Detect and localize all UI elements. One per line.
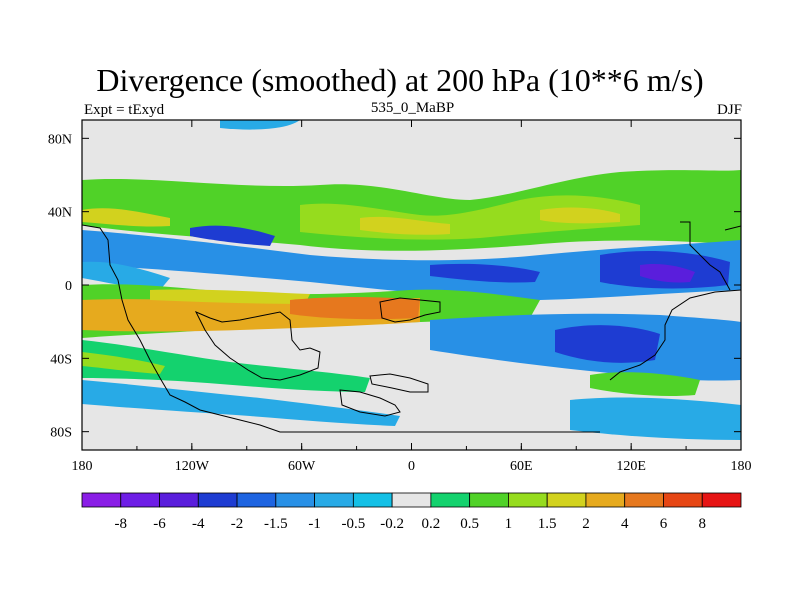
band-equator-red	[290, 297, 420, 320]
y-tick-label: 40S	[50, 352, 72, 367]
y-tick-label: 40N	[48, 206, 72, 221]
coast-south-america	[194, 311, 321, 381]
colorbar-swatch	[275, 492, 315, 508]
chart-title: Divergence (smoothed) at 200 hPa (10**6 …	[96, 62, 704, 98]
colorbar-swatch	[236, 492, 277, 508]
colorbar-label: -2	[231, 516, 244, 532]
y-tick-label: 0	[65, 279, 72, 294]
colorbar-label: 2	[582, 516, 590, 532]
colorbar-label: -4	[192, 516, 205, 532]
colorbar-swatch	[469, 492, 509, 508]
coast-asia-east	[724, 225, 741, 231]
coast-africa	[379, 297, 441, 323]
colorbar-swatch	[508, 492, 548, 508]
colorbar: -8 -6 -4 -2 -1.5 -1 -0.5 -0.2 0.2 0.5 1 1.5 2 4 6 8	[81, 492, 742, 532]
contour-field	[82, 120, 741, 450]
band-sp-cyan	[82, 380, 400, 426]
x-tick-label: 180	[731, 459, 752, 474]
band-cyan-west	[82, 261, 170, 290]
colorbar-swatch	[314, 492, 354, 508]
y-axis: 80N 40N 0 40S 80S	[48, 132, 741, 441]
coast-asia	[680, 221, 731, 291]
subtitle-right: DJF	[716, 102, 742, 118]
colorbar-label: 0.5	[460, 516, 479, 532]
band-equator-yellow	[150, 289, 310, 304]
band-southeast-cyan	[570, 397, 741, 440]
colorbar-swatch	[197, 492, 238, 508]
colorbar-label: -6	[153, 516, 166, 532]
band-south-darkblue	[555, 325, 660, 363]
colorbar-label: 0.2	[422, 516, 441, 532]
band-sp-lightgreen	[82, 352, 165, 374]
band-purple	[640, 263, 695, 283]
colorbar-label: 4	[621, 516, 629, 532]
colorbar-swatch	[81, 492, 122, 508]
colorbar-label: -8	[115, 516, 128, 532]
y-tick-label: 80N	[48, 132, 72, 147]
band-sp-green	[82, 340, 370, 392]
colorbar-swatch	[624, 492, 664, 508]
x-tick-label: 60W	[288, 459, 316, 474]
colorbar-label: -1.5	[264, 516, 288, 532]
colorbar-swatch	[701, 492, 742, 508]
coastlines	[82, 221, 741, 433]
x-tick-label: 120W	[175, 459, 210, 474]
colorbar-label: 1	[505, 516, 513, 532]
coast-islands	[369, 373, 429, 393]
colorbar-label: 8	[698, 516, 706, 532]
y-tick-label: 80S	[50, 426, 72, 441]
band-blue-dark	[190, 225, 275, 246]
band-north-yellow3	[82, 208, 170, 227]
x-tick-label: 120E	[616, 459, 646, 474]
subtitle-left: Expt = tExyd	[84, 102, 165, 118]
band-north-top-cyan	[220, 120, 300, 130]
colorbar-swatch	[159, 492, 199, 508]
coast-americas	[82, 224, 600, 433]
x-axis: 180 120W 60W 0 60E 120E 180	[72, 120, 752, 474]
band-blue	[82, 230, 741, 300]
colorbar-swatch	[120, 492, 160, 508]
band-north-yellow	[360, 216, 450, 235]
colorbar-label: 6	[660, 516, 668, 532]
colorbar-label: 1.5	[538, 516, 557, 532]
colorbar-swatch	[663, 492, 703, 508]
band-blue-dark2	[430, 263, 540, 283]
x-tick-label: 180	[72, 459, 93, 474]
band-north-yellow2	[540, 207, 620, 224]
colorbar-label: -0.2	[380, 516, 404, 532]
coast-antarctic-piece	[339, 389, 401, 417]
band-south-green	[590, 372, 700, 397]
colorbar-label: -1	[308, 516, 321, 532]
colorbar-swatch	[546, 492, 587, 508]
colorbar-swatch	[585, 492, 626, 508]
x-tick-label: 0	[408, 459, 415, 474]
colorbar-swatch	[430, 492, 471, 508]
coast-australia	[609, 289, 741, 381]
colorbar-label: -0.5	[341, 516, 365, 532]
subtitle-center: 535_0_MaBP	[370, 100, 455, 116]
x-tick-label: 60E	[510, 459, 533, 474]
colorbar-swatch	[352, 492, 393, 508]
colorbar-swatch	[391, 492, 432, 508]
